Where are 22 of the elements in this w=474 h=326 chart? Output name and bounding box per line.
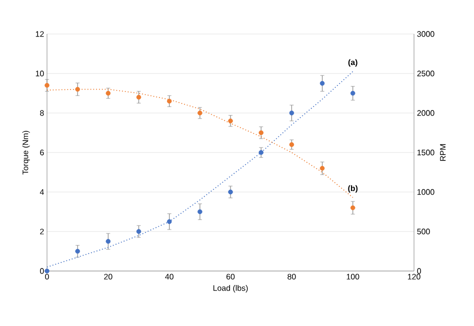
point (228, 118, 233, 124)
point (350, 205, 356, 210)
point (166, 219, 172, 224)
point (75, 86, 80, 92)
point (320, 166, 325, 171)
point (289, 110, 294, 116)
point (289, 142, 294, 147)
point (136, 229, 142, 234)
point (136, 94, 142, 100)
point (44, 82, 50, 88)
point (106, 90, 111, 96)
point (166, 98, 172, 104)
point (350, 90, 356, 96)
point (320, 80, 325, 86)
point (228, 190, 233, 194)
point (75, 248, 80, 254)
point (198, 209, 202, 214)
point (106, 238, 111, 244)
point (258, 150, 264, 155)
point (258, 130, 264, 136)
point (198, 110, 202, 116)
point (44, 268, 50, 274)
